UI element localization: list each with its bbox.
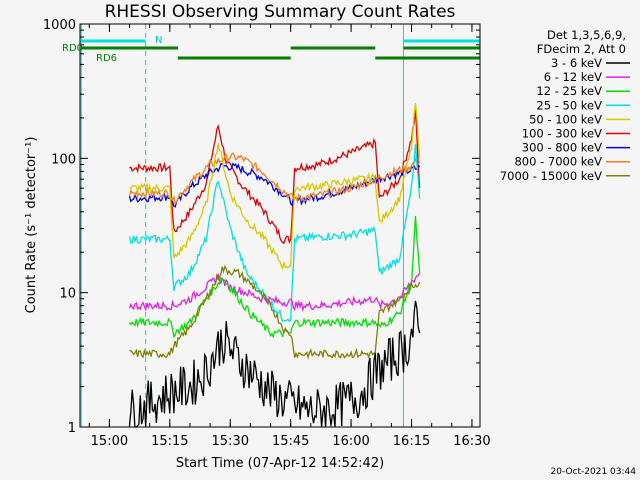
night-label: N	[155, 35, 162, 46]
x-axis-label: Start Time (07-Apr-12 14:52:42)	[176, 456, 384, 471]
legend-entry-label: 100 - 300 keV	[522, 127, 602, 141]
legend-entry-label: 50 - 100 keV	[529, 112, 602, 126]
legend-entry-label: 300 - 800 keV	[522, 141, 602, 155]
y-tick-label: 1000	[43, 18, 76, 33]
series-line	[128, 300, 421, 428]
legend-entry-label: 3 - 6 keV	[551, 56, 602, 70]
x-tick-label: 16:15	[393, 434, 430, 449]
legend-header: Det 1,3,5,6,9,	[547, 28, 626, 42]
x-axis: 15:00 15:15 15:30 15:45 16:00 16:15 16:30	[88, 24, 491, 449]
y-tick-label: 100	[51, 152, 76, 167]
series-line	[129, 264, 421, 360]
x-tick-label: 16:00	[332, 434, 369, 449]
y-axis: 1 10 100 1000	[43, 18, 480, 436]
x-tick-label: 16:30	[453, 434, 490, 449]
y-tick-label: 10	[59, 287, 76, 302]
y-axis-label: Count Rate (s⁻¹ detector⁻¹)	[24, 137, 39, 314]
legend-entry-label: 25 - 50 keV	[536, 98, 602, 112]
legend-entry-label: 6 - 12 keV	[544, 70, 602, 84]
chart-title: RHESSI Observing Summary Count Rates	[105, 2, 456, 22]
rd0-label: RD0	[62, 43, 83, 54]
legend-entry-label: 800 - 7000 keV	[514, 155, 602, 169]
x-tick-label: 15:00	[91, 434, 128, 449]
series-line	[128, 272, 421, 313]
x-tick-label: 15:30	[212, 434, 249, 449]
plot-frame	[79, 23, 481, 428]
series-line	[129, 108, 421, 245]
legend: Det 1,3,5,6,9,FDecim 2, Att 03 - 6 keV6 …	[500, 28, 630, 183]
attenuator-bars	[81, 46, 480, 60]
series-line	[128, 152, 421, 206]
legend-entry-label: 12 - 25 keV	[536, 84, 602, 98]
series-line	[128, 215, 421, 339]
timestamp: 20-Oct-2021 03:44	[551, 467, 637, 477]
series-line	[128, 144, 421, 323]
series-layer	[128, 103, 421, 428]
x-tick-label: 15:15	[151, 434, 188, 449]
legend-entry-label: 7000 - 15000 keV	[500, 169, 602, 183]
x-tick-label: 15:45	[272, 434, 309, 449]
rd6-label: RD6	[96, 53, 117, 64]
legend-header: FDecim 2, Att 0	[537, 42, 626, 56]
night-markers	[80, 24, 481, 427]
y-tick-label: 1	[68, 421, 76, 436]
series-line	[129, 103, 421, 271]
